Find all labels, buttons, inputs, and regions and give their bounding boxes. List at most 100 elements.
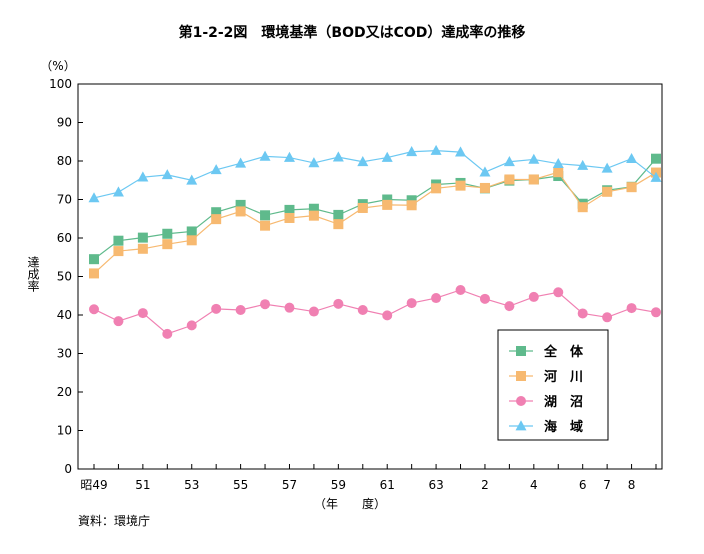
data-point: [284, 212, 295, 223]
data-point: [601, 162, 613, 173]
data-point: [503, 156, 515, 167]
data-point: [455, 284, 466, 295]
data-point: [89, 254, 99, 265]
x-axis: 昭49 51 53 55 57 59 61 63 2 4 6 7 8: [80, 464, 657, 492]
data-point: [259, 150, 271, 161]
x-axis-label: （年 度）: [314, 496, 386, 511]
data-point: [333, 219, 344, 230]
data-point: [333, 298, 344, 309]
data-point: [626, 182, 637, 193]
source-note: 資料：環境庁: [78, 514, 151, 528]
data-point: [210, 164, 222, 175]
series: [89, 167, 661, 279]
legend-label: 全 体: [543, 344, 584, 360]
data-point: [516, 346, 526, 356]
y-tick-label: 90: [57, 116, 72, 130]
series-line: [93, 150, 657, 199]
data-point: [455, 146, 467, 157]
data-point: [186, 320, 197, 331]
y-tick-label: 40: [57, 308, 72, 322]
data-point: [112, 186, 124, 197]
y-tick-label: 70: [57, 193, 72, 207]
data-point: [211, 214, 222, 225]
data-point: [211, 303, 222, 314]
series-line: [93, 289, 657, 335]
data-point: [406, 146, 418, 157]
data-point: [162, 228, 173, 239]
x-tick-label: 4: [530, 478, 538, 492]
data-point: [577, 202, 588, 213]
x-tick-label: 2: [481, 478, 489, 492]
series: [89, 284, 661, 339]
data-point: [577, 308, 588, 319]
data-point: [260, 210, 271, 221]
data-point: [553, 167, 564, 178]
data-point: [479, 293, 490, 304]
x-tick-label: 57: [282, 478, 297, 492]
x-tick-label: 6: [579, 478, 587, 492]
legend-item: 全 体: [509, 344, 584, 360]
x-tick-label: 59: [331, 478, 346, 492]
data-point: [113, 246, 124, 257]
series-line: [93, 158, 657, 260]
data-point: [651, 153, 661, 164]
data-point: [89, 268, 99, 279]
legend-label: 湖 沼: [544, 395, 583, 410]
y-tick-label: 80: [57, 154, 72, 168]
data-point: [528, 153, 540, 164]
y-tick-label: 10: [57, 424, 72, 438]
data-point: [602, 186, 613, 197]
data-point: [186, 174, 198, 185]
data-point: [357, 304, 368, 315]
legend-item: 湖 沼: [509, 395, 583, 410]
y-axis: 0 10 20 30 40 50 60 70 80 90 100: [49, 77, 83, 476]
y-tick-label: 60: [57, 231, 72, 245]
data-point: [137, 308, 148, 319]
data-point: [552, 157, 564, 169]
data-point: [137, 232, 148, 243]
legend-label: 海 域: [544, 419, 583, 435]
data-point: [516, 371, 526, 381]
y-tick-label: 30: [57, 347, 72, 361]
series: [88, 144, 662, 203]
legend-item: 海 域: [509, 419, 583, 435]
data-point: [479, 166, 491, 177]
data-point: [113, 235, 124, 246]
x-tick-label: 8: [628, 478, 636, 492]
legend-item: 河 川: [509, 369, 583, 385]
data-point: [284, 204, 295, 215]
data-point: [186, 226, 197, 237]
data-point: [651, 307, 661, 318]
chart-title: 第1-2-2図 環境基準（BOD又はCOD）達成率の推移: [178, 25, 526, 41]
x-tick-label: 53: [184, 478, 199, 492]
data-point: [308, 203, 319, 214]
data-point: [382, 310, 393, 321]
data-point: [308, 210, 319, 221]
y-unit-label: （%）: [40, 59, 75, 73]
data-point: [284, 302, 295, 313]
data-point: [235, 206, 246, 217]
x-tick-label: 55: [233, 478, 248, 492]
y-tick-label: 0: [64, 462, 72, 476]
data-point: [260, 220, 271, 231]
data-point: [162, 239, 173, 250]
data-point: [528, 291, 539, 302]
data-point: [89, 304, 99, 315]
data-point: [431, 183, 442, 194]
data-point: [137, 171, 149, 182]
data-point: [626, 303, 637, 314]
data-point: [88, 192, 100, 203]
data-point: [308, 306, 319, 317]
data-point: [382, 194, 393, 205]
data-point: [162, 328, 173, 339]
data-point: [504, 174, 515, 185]
data-point: [235, 199, 246, 210]
series-line: [93, 171, 657, 274]
data-point: [260, 299, 271, 310]
data-point: [333, 209, 344, 220]
series: [89, 153, 661, 265]
data-point: [235, 304, 246, 315]
data-point: [430, 144, 442, 155]
data-point: [381, 151, 393, 162]
